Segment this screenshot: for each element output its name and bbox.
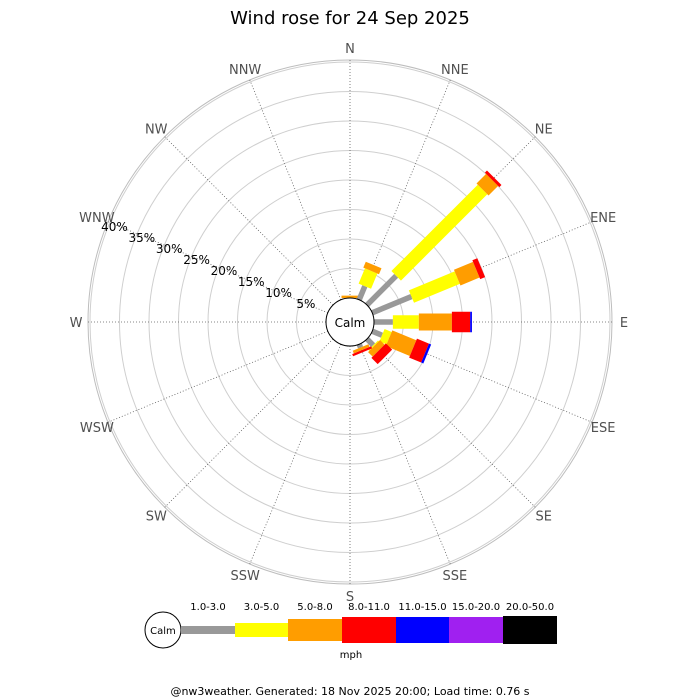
direction-label-sse: SSE xyxy=(442,569,467,584)
grid-ring xyxy=(89,61,611,583)
legend-swatch-5.0-8.0 xyxy=(288,619,342,641)
legend-label-1.0-3.0: 1.0-3.0 xyxy=(190,602,225,613)
ring-label: 15% xyxy=(238,275,265,289)
spoke-se xyxy=(366,338,536,508)
legend: Calm 1.0-3.0 3.0-5.0 5.0-8.0 8.0-11.0 11.0-15… xyxy=(144,602,557,661)
legend-label-15.0-20.0: 15.0-20.0 xyxy=(452,602,500,613)
legend-unit: mph xyxy=(340,650,362,661)
calm-circle: Calm xyxy=(325,297,375,347)
direction-label-ssw: SSW xyxy=(230,569,260,584)
legend-label-5.0-8.0: 5.0-8.0 xyxy=(297,602,332,613)
bar-e-8.0-11.0 xyxy=(451,311,471,333)
legend-label-11.0-15.0: 11.0-15.0 xyxy=(398,602,446,613)
direction-label-nnw: NNW xyxy=(229,63,261,78)
bar-e-3.0-5.0 xyxy=(392,315,419,329)
ring-label: 20% xyxy=(211,264,238,278)
spoke-nne xyxy=(358,79,451,300)
bar-nne-3.0-5.0 xyxy=(358,268,378,289)
bar-sse-8.0-11.0 xyxy=(352,346,373,357)
legend-calm-label: Calm xyxy=(150,626,176,637)
direction-label-ese: ESE xyxy=(591,421,616,436)
bar-ene-3.0-5.0 xyxy=(408,271,460,303)
legend-label-20.0-50.0: 20.0-50.0 xyxy=(506,602,554,613)
calm-label: Calm xyxy=(335,316,366,330)
bar-n-5.0-8.0 xyxy=(341,295,359,298)
spoke-wsw xyxy=(107,330,328,423)
bar-nne-5.0-8.0 xyxy=(363,261,382,275)
bar-ese-11.0-15.0 xyxy=(421,343,432,364)
direction-label-wnw: WNW xyxy=(79,211,115,226)
bar-sse-5.0-8.0 xyxy=(352,344,370,354)
bar-ene-5.0-8.0 xyxy=(453,261,480,286)
footer-text: @nw3weather. Generated: 18 Nov 2025 20:0… xyxy=(170,685,529,698)
spoke-sw xyxy=(164,338,334,508)
bar-se-8.0-11.0 xyxy=(371,343,393,365)
ring-label: 10% xyxy=(265,286,292,300)
bar-se-5.0-8.0 xyxy=(368,340,385,357)
direction-label-e: E xyxy=(620,316,628,331)
ring-label: 25% xyxy=(183,253,210,267)
ring-label: 30% xyxy=(156,242,183,256)
direction-label-ne: NE xyxy=(535,122,553,137)
bar-ne-5.0-8.0 xyxy=(476,173,499,196)
direction-label-n: N xyxy=(345,42,355,57)
bar-ne-8.0-11.0 xyxy=(484,170,502,188)
spoke-sse xyxy=(358,344,451,565)
direction-label-nw: NW xyxy=(145,122,168,137)
bar-ne-3.0-5.0 xyxy=(391,184,488,281)
spoke-wnw xyxy=(107,221,328,314)
wind-bars xyxy=(341,170,502,365)
bar-ese-5.0-8.0 xyxy=(385,330,417,356)
direction-label-se: SE xyxy=(536,510,552,525)
direction-label-nne: NNE xyxy=(441,63,469,78)
bar-sse-1.0-3.0 xyxy=(356,343,364,349)
bar-ene-8.0-11.0 xyxy=(472,258,486,280)
spoke-nw xyxy=(164,136,334,306)
ring-labels: 5% 10%15%20%25%30%35%40% xyxy=(101,220,315,311)
legend-label-3.0-5.0: 3.0-5.0 xyxy=(244,602,279,613)
direction-label-s: S xyxy=(346,590,354,605)
direction-label-wsw: WSW xyxy=(80,421,114,436)
direction-label-ene: ENE xyxy=(590,211,616,226)
ring-label: 40% xyxy=(101,220,128,234)
bar-ene-1.0-3.0 xyxy=(371,294,413,316)
bar-ne-1.0-3.0 xyxy=(365,273,399,307)
chart-title: Wind rose for 24 Sep 2025 xyxy=(230,8,470,29)
legend-swatch-1.0-3.0 xyxy=(181,626,235,634)
ring-label: 35% xyxy=(129,231,156,245)
bar-e-1.0-3.0 xyxy=(374,319,393,325)
spoke-ssw xyxy=(249,344,342,565)
direction-labels: N NNE NE ENE E ESE SE SSE S SSW SW WSW W WNW NW NNW xyxy=(70,42,629,605)
bar-e-5.0-8.0 xyxy=(418,313,452,331)
bar-ese-3.0-5.0 xyxy=(379,329,392,345)
direction-label-sw: SW xyxy=(146,510,167,525)
grid-ring xyxy=(119,91,581,553)
spoke-nnw xyxy=(249,79,342,300)
legend-swatch-20.0-50.0 xyxy=(503,616,557,644)
legend-swatch-11.0-15.0 xyxy=(396,617,449,643)
bar-se-1.0-3.0 xyxy=(365,337,376,348)
direction-label-w: W xyxy=(70,316,83,331)
legend-swatch-8.0-11.0 xyxy=(342,617,396,643)
ring-label: 5% xyxy=(296,297,315,311)
bar-ese-8.0-11.0 xyxy=(409,338,429,363)
bar-ese-1.0-3.0 xyxy=(371,328,384,338)
bar-e-11.0-15.0 xyxy=(470,311,472,333)
legend-label-8.0-11.0: 8.0-11.0 xyxy=(348,602,390,613)
bar-nne-1.0-3.0 xyxy=(356,285,368,301)
legend-swatch-3.0-5.0 xyxy=(235,623,288,637)
legend-swatch-15.0-20.0 xyxy=(449,617,503,643)
